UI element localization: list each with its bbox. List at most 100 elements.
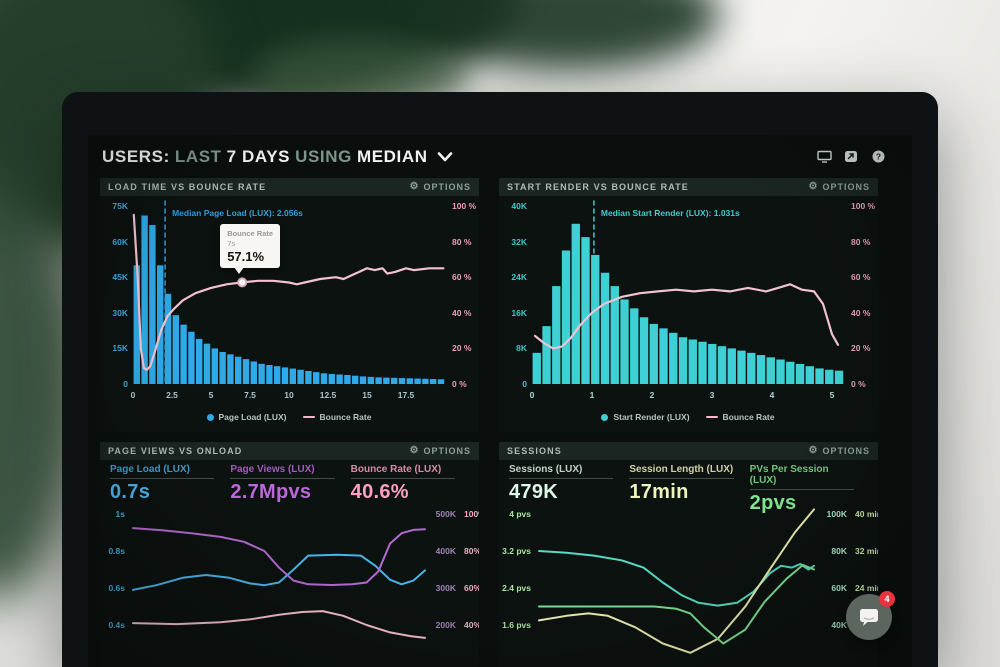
chat-bubble-icon: [860, 609, 878, 626]
svg-text:?: ?: [875, 151, 880, 161]
legend-label: Bounce Rate: [722, 412, 775, 422]
metric-underline: [509, 478, 614, 479]
x-axis-tick-label: 1: [589, 390, 595, 400]
y-axis-left-label: 0.4s: [108, 620, 125, 630]
dashboard-screen: USERS: LAST 7 DAYS USING MEDIAN ? LOAD TIME …: [88, 135, 912, 667]
x-axis-tick-label: 2.5: [166, 390, 178, 400]
gear-icon: ⚙: [808, 181, 819, 192]
start-render-chart[interactable]: 40K 32K 24K 16K 8K 0 100 % 80 % 60 % 40 % 20 % 0 % 0…: [499, 196, 878, 432]
title-median: MEDIAN: [356, 146, 428, 166]
x-axis-tick-label: 17.5: [397, 390, 415, 400]
metric-label: Sessions (LUX): [509, 464, 583, 475]
options-button[interactable]: ⚙ OPTIONS: [409, 181, 471, 193]
y-axis-left-label: 8K: [516, 343, 527, 354]
legend-label: Page Load (LUX): [218, 412, 287, 422]
y-axis-right-label: 40 %: [851, 307, 871, 318]
y-axis-right-label: 32 min: [855, 546, 878, 556]
x-axis-tick-label: 2: [649, 390, 655, 400]
y-axis-right-label: 40 %: [452, 307, 472, 318]
metric-value: 2pvs: [749, 492, 797, 514]
metric-value: 2.7Mpvs: [230, 481, 312, 503]
y-axis-left-label: 24K: [511, 272, 527, 283]
metric-label: Page Load (LUX): [110, 464, 191, 475]
legend-item: Start Render (LUX): [601, 412, 690, 422]
title-users: USERS:: [102, 146, 170, 166]
y-axis-right-label: 20 %: [452, 343, 472, 354]
y-axis-left-label: 15K: [112, 343, 128, 354]
x-axis-tick-label: 15: [362, 390, 372, 400]
y-axis-left-label: 0.6s: [108, 583, 125, 593]
panel-header: PAGE VIEWS VS ONLOAD ⚙ OPTIONS: [100, 442, 479, 460]
x-axis-tick-label: 3: [709, 390, 715, 400]
y-axis-right-label: 100K: [826, 509, 847, 519]
panel-title: START RENDER VS BOUNCE RATE: [507, 182, 689, 192]
share-icon[interactable]: [843, 150, 859, 164]
metric-label: Page Views (LUX): [230, 464, 315, 475]
panel-header: LOAD TIME VS BOUNCE RATE ⚙ OPTIONS: [100, 178, 479, 196]
y-axis-left-label: 40K: [511, 201, 527, 211]
legend-dot-marker: [206, 413, 214, 421]
metric-session-length: Session Length (LUX) 17min: [629, 464, 749, 515]
metric-underline: [749, 489, 854, 490]
metric-page-load: Page Load (LUX) 0.7s: [110, 464, 230, 506]
y-axis-right-label: 60%: [464, 583, 479, 593]
load-time-chart[interactable]: 75K 60K 45K 30K 15K 0 100 % 80 % 60 % 40 % 20 % 0 %…: [100, 196, 479, 432]
x-axis-tick-label: 0: [130, 390, 136, 400]
chevron-down-icon[interactable]: [437, 147, 453, 167]
tooltip-value: 57.1%: [227, 249, 265, 265]
panel-grid: LOAD TIME VS BOUNCE RATE ⚙ OPTIONS 75K 60K…: [100, 178, 878, 667]
page-views-onload-chart[interactable]: 1s 0.8s 0.6s 0.4s 500K 400K 300K 200K 100% 80% 60%…: [100, 506, 479, 667]
x-axis-tick-label: 0: [529, 390, 535, 400]
x-axis-tick-label: 12.5: [319, 390, 337, 400]
options-button[interactable]: ⚙ OPTIONS: [409, 445, 471, 457]
y-axis-right-label: 60 %: [851, 272, 871, 283]
help-icon[interactable]: ?: [870, 150, 886, 164]
chart-canvas: [532, 200, 844, 385]
y-axis-left-label: 0.8s: [108, 546, 125, 556]
users-range-dropdown[interactable]: USERS: LAST 7 DAYS USING MEDIAN: [102, 147, 458, 167]
metric-value: 17min: [629, 481, 689, 503]
metric-sessions: Sessions (LUX) 479K: [509, 464, 629, 515]
panel-sessions: SESSIONS ⚙ OPTIONS Sessions (LUX) 479K Se…: [499, 442, 878, 667]
options-button[interactable]: ⚙ OPTIONS: [808, 181, 870, 193]
y-axis-right-label: 80K: [831, 546, 847, 556]
y-axis-left-label: 2.4 pvs: [502, 583, 531, 593]
y-axis-right-label: 300K: [435, 583, 456, 593]
y-axis-left-label: 0: [123, 379, 128, 389]
options-button[interactable]: ⚙ OPTIONS: [808, 445, 870, 457]
chart-canvas: [132, 527, 426, 639]
x-axis-tick-label: 5: [208, 390, 214, 400]
legend-line-marker: [302, 416, 315, 418]
y-axis-right-label: 0 %: [851, 379, 866, 389]
monitor-icon[interactable]: [816, 150, 832, 164]
y-axis-left-label: 45K: [112, 272, 128, 283]
metric-page-views: Page Views (LUX) 2.7Mpvs: [230, 464, 350, 506]
x-axis-tick-label: 5: [829, 390, 835, 400]
y-axis-right-label: 100 %: [851, 201, 876, 211]
gear-icon: ⚙: [808, 445, 819, 456]
chart-legend: Page Load (LUX) Bounce Rate: [133, 412, 445, 422]
panel-title: PAGE VIEWS VS ONLOAD: [108, 446, 243, 456]
metric-row: Sessions (LUX) 479K Session Length (LUX)…: [499, 460, 878, 514]
tooltip-title: Bounce Rate: [227, 229, 274, 239]
panel-load-time-vs-bounce-rate: LOAD TIME VS BOUNCE RATE ⚙ OPTIONS 75K 60K…: [100, 178, 479, 432]
y-axis-right-label: 40%: [464, 620, 479, 630]
metric-value: 0.7s: [110, 481, 151, 503]
metric-underline: [350, 478, 455, 479]
metric-pvs-per-session: PVs Per Session (LUX) 2pvs: [749, 464, 870, 515]
sessions-chart[interactable]: 4 pvs 3.2 pvs 2.4 pvs 1.6 pvs 100K 80K 60K 40K 4…: [499, 506, 878, 667]
y-axis-right-label: 200K: [435, 620, 456, 630]
chat-widget-button[interactable]: 4: [846, 591, 895, 640]
median-annotation: Median Page Load (LUX): 2.056s: [172, 208, 303, 218]
y-axis-right-label: 40K: [831, 620, 847, 630]
title-7days: 7 DAYS: [226, 146, 291, 166]
plant-leaf: [420, 0, 720, 70]
chart-canvas: [538, 508, 815, 654]
chart-canvas: [132, 200, 445, 385]
y-axis-right-label: 40 min: [855, 509, 878, 519]
chat-unread-badge: 4: [879, 591, 895, 607]
y-axis-right-label: 100%: [464, 509, 479, 519]
header-toolbar: ?: [816, 150, 886, 164]
metric-underline: [230, 478, 335, 479]
legend-item: Bounce Rate: [705, 412, 775, 422]
